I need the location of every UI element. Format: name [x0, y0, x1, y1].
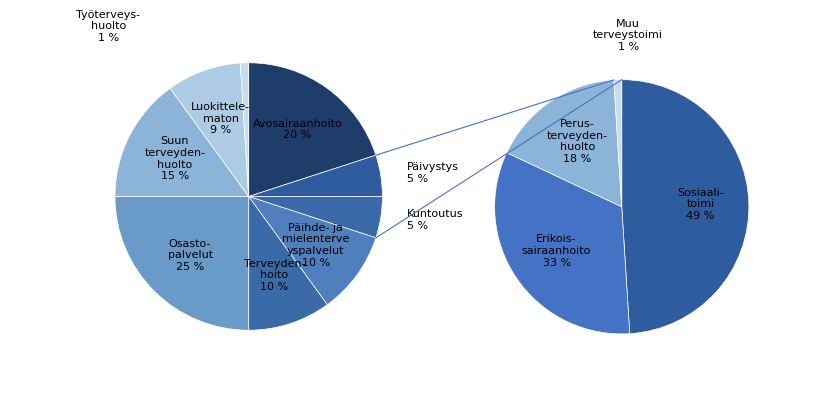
Text: Sosiaali-
toimi
49 %: Sosiaali- toimi 49 %: [676, 188, 723, 221]
Wedge shape: [613, 80, 621, 207]
Text: Muu
terveystoimi
1 %: Muu terveystoimi 1 %: [592, 18, 662, 52]
Wedge shape: [240, 63, 248, 196]
Wedge shape: [248, 63, 375, 196]
Wedge shape: [115, 88, 248, 196]
Text: Terveyden-
hoito
10 %: Terveyden- hoito 10 %: [243, 259, 305, 292]
Text: Osasto-
palvelut
25 %: Osasto- palvelut 25 %: [167, 239, 213, 272]
Text: Työterveys-
huolto
1 %: Työterveys- huolto 1 %: [76, 9, 140, 43]
Wedge shape: [248, 196, 327, 330]
Wedge shape: [506, 80, 621, 207]
Text: Perus-
terveyden-
huolto
18 %: Perus- terveyden- huolto 18 %: [546, 119, 607, 164]
Text: Avosairaanhoito
20 %: Avosairaanhoito 20 %: [253, 119, 342, 140]
Text: Kuntoutus
5 %: Kuntoutus 5 %: [407, 209, 463, 231]
Wedge shape: [115, 196, 248, 330]
Wedge shape: [494, 152, 629, 334]
Text: Suun
terveyden-
huolto
15 %: Suun terveyden- huolto 15 %: [144, 136, 205, 181]
Text: Luokittele-
maton
9 %: Luokittele- maton 9 %: [190, 102, 250, 135]
Text: Erikois-
sairaanhoito
33 %: Erikois- sairaanhoito 33 %: [522, 235, 590, 268]
Wedge shape: [170, 63, 248, 196]
Wedge shape: [248, 196, 382, 238]
Text: Päivystys
5 %: Päivystys 5 %: [407, 162, 459, 184]
Wedge shape: [248, 196, 375, 305]
Wedge shape: [621, 80, 748, 334]
Text: Päihde- ja
mielenterve
yspalvelut
10 %: Päihde- ja mielenterve yspalvelut 10 %: [282, 223, 349, 268]
Wedge shape: [248, 155, 382, 196]
